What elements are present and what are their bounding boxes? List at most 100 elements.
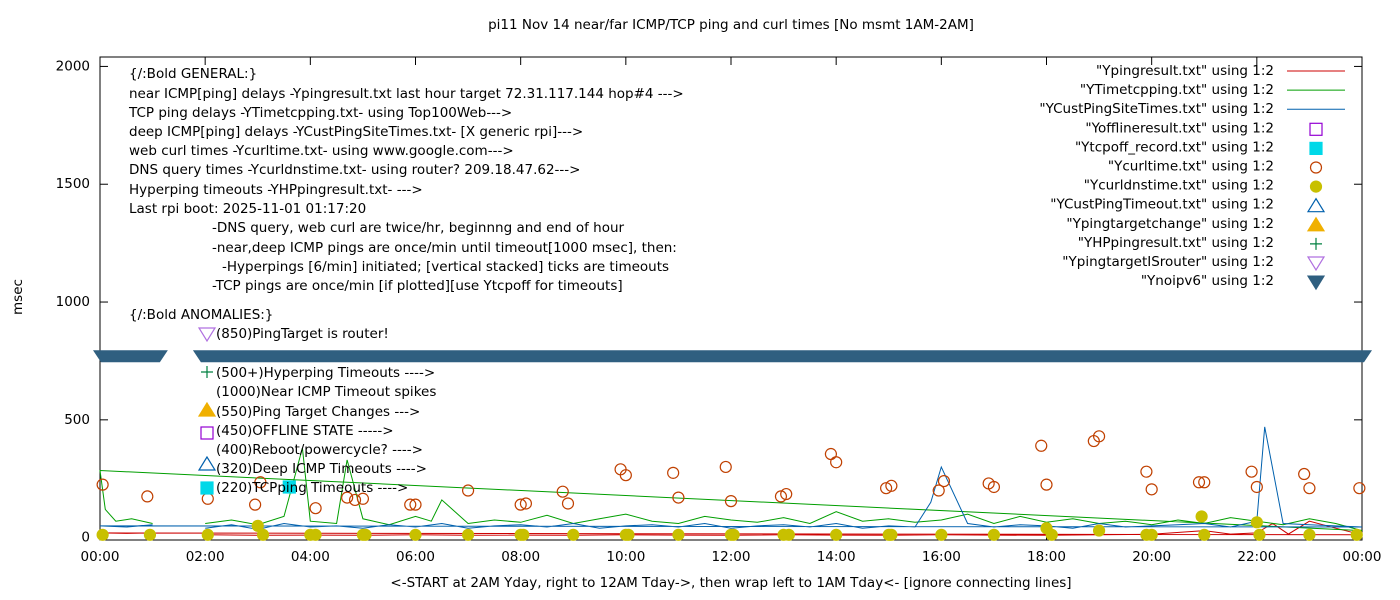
annotation: deep ICMP[ping] delays -YCustPingSiteTim… <box>129 124 583 140</box>
x-tick-label: 20:00 <box>1132 549 1171 565</box>
point <box>1350 528 1363 541</box>
point <box>987 480 1001 494</box>
annotation: TCP ping delays -YTimetcpping.txt- using… <box>128 105 512 121</box>
x-tick-label: 02:00 <box>186 549 225 565</box>
x-tick-label: 10:00 <box>606 549 645 565</box>
point <box>409 498 422 511</box>
annotation: -near,deep ICMP pings are once/min until… <box>212 240 677 256</box>
annotation-icon <box>197 401 217 417</box>
point <box>1145 528 1158 541</box>
legend-swatch <box>1306 275 1326 291</box>
x-tick-label: 16:00 <box>922 549 961 565</box>
point <box>556 485 569 498</box>
point <box>667 466 680 479</box>
x-tick-label: 18:00 <box>1027 549 1066 565</box>
point <box>561 497 575 510</box>
point <box>201 528 214 541</box>
point <box>935 528 948 541</box>
annotation: (220)TCPping Timeouts ----> <box>216 480 408 496</box>
point <box>830 456 843 469</box>
point <box>672 491 685 504</box>
point <box>341 491 354 504</box>
annotation: -TCP pings are once/min [if plotted][use… <box>212 278 623 294</box>
point <box>880 482 893 495</box>
point <box>404 498 417 511</box>
y-tick-label: 1000 <box>56 294 90 310</box>
point <box>1253 528 1266 541</box>
point <box>517 528 530 541</box>
legend-label: "YCustPingSiteTimes.txt" using 1:2 <box>1039 101 1274 117</box>
x-tick-label: 04:00 <box>291 549 330 565</box>
point <box>256 528 270 541</box>
legend-label: "Yofflineresult.txt" using 1:2 <box>1085 120 1274 136</box>
point <box>141 490 154 503</box>
series-line <box>99 520 1363 536</box>
annotation: (1000)Near ICMP Timeout spikes <box>216 384 436 400</box>
annotation: Last rpi boot: 2025-11-01 01:17:20 <box>129 201 366 217</box>
point <box>987 528 1001 541</box>
point <box>1145 483 1158 496</box>
point <box>1092 524 1106 537</box>
chart-title: pi11 Nov 14 near/far ICMP/TCP ping and c… <box>488 17 974 33</box>
point <box>356 492 370 505</box>
legend-swatch <box>1309 141 1323 155</box>
band <box>93 350 168 363</box>
legend-swatch <box>1309 122 1323 136</box>
annotation: {/:Bold ANOMALIES:} <box>129 307 273 323</box>
point <box>254 476 267 489</box>
point <box>1040 478 1053 491</box>
legend-swatch <box>1306 256 1326 272</box>
point <box>885 479 898 492</box>
annotation-icon <box>197 327 217 343</box>
y-axis-label: msec <box>10 279 26 315</box>
point <box>309 528 322 541</box>
point <box>249 498 262 511</box>
point <box>143 528 157 541</box>
point <box>1245 465 1258 478</box>
point <box>567 528 580 541</box>
point <box>1092 430 1106 443</box>
point <box>1195 510 1208 523</box>
annotation-icon <box>201 366 213 378</box>
point <box>1303 528 1316 541</box>
legend-label: "Ycurltime.txt" using 1:2 <box>1108 159 1274 175</box>
point <box>1198 528 1211 541</box>
annotation: -Hyperpings [6/min] initiated; [vertical… <box>222 259 669 275</box>
point <box>409 528 422 541</box>
point <box>619 469 632 482</box>
x-tick-label: 12:00 <box>712 549 751 565</box>
legend-swatch <box>1309 161 1323 174</box>
legend-label: "YHPpingresult.txt" using 1:2 <box>1078 235 1274 251</box>
y-tick-label: 1500 <box>56 176 90 192</box>
annotation-icon <box>197 455 217 471</box>
x-tick-label: 08:00 <box>501 549 540 565</box>
point <box>519 497 533 510</box>
point <box>885 528 898 541</box>
point <box>1250 480 1263 494</box>
point <box>309 502 322 515</box>
point <box>622 528 635 541</box>
annotation: near ICMP[ping] delays -Ypingresult.txt … <box>129 86 684 102</box>
y-tick-label: 0 <box>81 530 90 546</box>
point <box>96 528 109 541</box>
annotation: web curl times -Ycurltime.txt- using www… <box>129 143 514 159</box>
point <box>932 484 945 497</box>
annotation: (850)PingTarget is router! <box>216 326 389 342</box>
point <box>461 484 475 497</box>
point <box>514 498 527 511</box>
annotation: -DNS query, web curl are twice/hr, begin… <box>212 220 625 236</box>
x-tick-label: 00:00 <box>1343 549 1382 565</box>
annotation: (550)Ping Target Changes ---> <box>216 404 420 420</box>
legend-label: "Ypingresult.txt" using 1:2 <box>1096 63 1274 79</box>
legend-label: "YTimetcpping.txt" using 1:2 <box>1080 82 1274 98</box>
point <box>251 519 264 532</box>
y-tick-label: 500 <box>64 412 90 428</box>
legend-swatch <box>1306 216 1326 232</box>
legend-swatch <box>1310 237 1322 250</box>
annotation-icon <box>200 426 214 440</box>
annotation-icon <box>200 481 214 495</box>
point <box>1192 476 1206 489</box>
annotation: Hyperping timeouts -YHPpingresult.txt- -… <box>129 182 423 198</box>
point <box>348 493 362 507</box>
